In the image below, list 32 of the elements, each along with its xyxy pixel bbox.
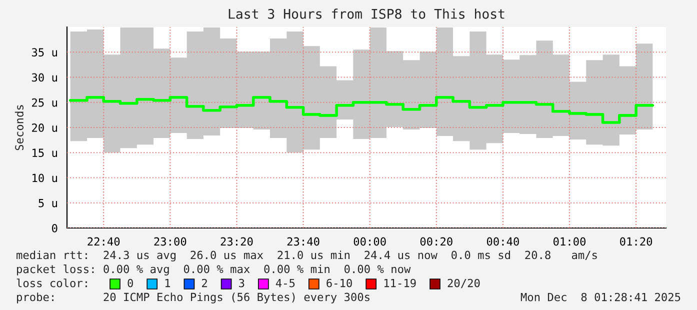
x-tick-label: 01:20 <box>620 237 652 246</box>
text: probe: 20 ICMP Echo Pings (56 Bytes) every 300s <box>17 292 370 304</box>
x-tick-label: 00:40 <box>486 237 519 246</box>
x-tick-label: 00:00 <box>354 237 386 246</box>
text: loss color: <box>16 278 87 288</box>
x-tick-label: 23:40 <box>287 237 320 246</box>
y-tick-label: 35 u <box>32 48 57 57</box>
text: Mon Dec 8 01:28:41 2025 <box>520 292 680 302</box>
x-tick-label: 00:20 <box>420 237 452 246</box>
y-tick-label: 30 u <box>32 73 57 82</box>
y-tick-label: 10 u <box>32 174 57 182</box>
text: 3 <box>239 278 244 288</box>
y-axis-title: Seconds <box>14 105 24 150</box>
y-tick-label: 25 u <box>32 98 57 107</box>
x-tick-label: 22:40 <box>88 237 120 246</box>
x-tick-label: 23:00 <box>154 237 186 246</box>
text: 0 <box>128 278 133 288</box>
x-tick-label: 23:20 <box>220 237 253 246</box>
chart-title: Last 3 Hours from ISP8 to This host <box>228 8 504 19</box>
y-tick-label: 0 <box>52 224 58 232</box>
text: 1 <box>165 278 170 288</box>
y-tick-label: 20 u <box>32 124 57 132</box>
y-tick-label: 5 u <box>38 199 57 208</box>
text: 4-5 <box>276 278 295 288</box>
text: 6-10 <box>326 278 352 288</box>
y-tick-label: 15 u <box>32 148 57 158</box>
text: 11-19 <box>384 278 416 288</box>
text: 20/20 <box>448 278 480 288</box>
text: 2 <box>202 278 207 288</box>
x-tick-label: 01:00 <box>553 237 586 246</box>
text: packet loss: 0.00 % avg 0.00 % max 0.00 % min 0.00 % now <box>17 264 411 276</box>
text: median rtt: 24.3 us avg 26.0 us max 21.0 us min 24.4 us now 0.0 ms sd 20.8 am/s <box>16 250 597 262</box>
